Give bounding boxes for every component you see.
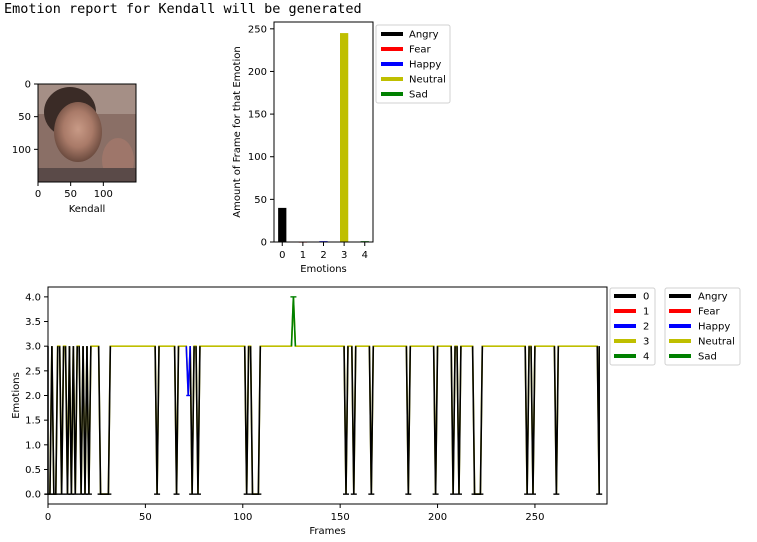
line-ylabel: Emotions <box>11 372 22 419</box>
angry-series-segment <box>47 346 53 495</box>
bar-x-tick-label: 4 <box>362 250 368 261</box>
face-image <box>37 83 137 183</box>
angry-series-segment <box>456 346 462 495</box>
angry-series-segment <box>78 346 84 495</box>
bar-y-tick-label: 150 <box>248 110 267 121</box>
angry-series-segment <box>97 346 112 495</box>
line-plot-frame <box>47 286 608 505</box>
angry-series-segment <box>405 346 412 495</box>
line-x-tick-label: 50 <box>139 512 152 523</box>
image-x-tick-label: 100 <box>94 189 113 200</box>
angry-series-segment <box>195 346 201 495</box>
angry-series-segment <box>58 346 65 495</box>
line-x-tick-label: 200 <box>428 512 447 523</box>
legend-label-angry: Angry <box>409 30 439 41</box>
emotion-legend-label: Sad <box>698 352 717 363</box>
bar-ylabel: Amount of Frame for that Emotion <box>232 46 243 217</box>
line-y-tick-label: 2.5 <box>25 366 41 377</box>
line-x-tick-label: 100 <box>233 512 252 523</box>
bar-y-tick-label: 100 <box>248 152 267 163</box>
angry-series-segment <box>596 346 601 495</box>
line-xlabel: Frames <box>309 526 345 537</box>
legend-label-neutral: Neutral <box>409 75 446 86</box>
bar-y-tick-label: 250 <box>248 24 267 35</box>
angry-series-segment <box>72 346 79 495</box>
bar-x-tick-label: 3 <box>341 250 347 261</box>
report-title: Emotion report for Kendall will be gener… <box>4 1 362 17</box>
image-xlabel: Kendall <box>69 204 106 215</box>
angry-series-segment <box>450 346 456 495</box>
angry-series-segment <box>368 346 375 495</box>
angry-series-segment <box>432 346 439 495</box>
series-legend-label: 1 <box>643 307 649 318</box>
legend-label-sad: Sad <box>409 90 428 101</box>
angry-series-segment <box>154 346 160 495</box>
line-y-tick-label: 0.5 <box>25 465 41 476</box>
image-y-tick-label: 0 <box>25 80 31 91</box>
bar-neutral <box>340 33 349 243</box>
angry-series-segment <box>530 346 536 495</box>
series-legend-label: 4 <box>643 352 649 363</box>
angry-series-segment <box>51 346 59 495</box>
angry-series-segment <box>189 346 195 495</box>
angry-series-segment <box>173 346 180 495</box>
line-y-tick-label: 1.0 <box>25 440 41 451</box>
angry-series-segment <box>82 346 88 495</box>
emotion-legend-label: Neutral <box>698 337 735 348</box>
series-legend-label: 2 <box>643 322 649 333</box>
line-y-tick-label: 0.0 <box>25 490 41 501</box>
angry-series-segment <box>64 346 71 495</box>
line-y-tick-label: 3.5 <box>25 317 41 328</box>
angry-series-segment <box>524 346 530 495</box>
line-y-tick-label: 2.0 <box>25 391 41 402</box>
bar-plot-frame <box>273 21 374 243</box>
angry-series-segment <box>68 346 75 495</box>
bar-y-tick-label: 200 <box>248 67 267 78</box>
happy-series-segment <box>185 346 191 396</box>
sad-series-segment <box>290 296 297 347</box>
bar-y-tick-label: 50 <box>254 195 267 206</box>
emotion-legend-box <box>664 287 741 366</box>
angry-series-segment <box>553 346 560 495</box>
angry-series-segment <box>351 346 357 495</box>
angry-series-segment <box>249 346 262 495</box>
emotion-legend-label: Fear <box>698 307 720 318</box>
line-x-tick-label: 250 <box>525 512 544 523</box>
legend-label-happy: Happy <box>409 60 441 71</box>
bar-x-tick-label: 1 <box>300 250 306 261</box>
angry-series-segment <box>343 346 349 495</box>
emotion-legend-label: Happy <box>698 322 730 333</box>
bar-x-tick-label: 2 <box>320 250 326 261</box>
bar-angry <box>278 207 287 242</box>
line-x-tick-label: 0 <box>45 512 51 523</box>
series-legend-label: 3 <box>643 337 649 348</box>
bar-y-tick-label: 0 <box>261 238 267 249</box>
line-y-tick-label: 1.5 <box>25 416 41 427</box>
line-y-tick-label: 3.0 <box>25 342 41 353</box>
angry-series-segment <box>243 346 250 495</box>
line-x-tick-label: 150 <box>331 512 350 523</box>
bar-x-tick-label: 0 <box>279 250 285 261</box>
image-y-tick-label: 100 <box>12 145 31 156</box>
legend-label-fear: Fear <box>409 45 431 56</box>
angry-series-segment <box>471 346 484 495</box>
image-y-tick-label: 50 <box>18 112 31 123</box>
emotion-legend-label: Angry <box>698 292 728 303</box>
neutral-series-line <box>48 296 600 495</box>
bar-xlabel: Emotions <box>300 264 347 275</box>
line-y-tick-label: 4.0 <box>25 292 41 303</box>
image-x-tick-label: 50 <box>64 189 77 200</box>
image-x-tick-label: 0 <box>35 189 41 200</box>
series-legend-label: 0 <box>643 292 649 303</box>
bar-legend-box <box>375 24 451 104</box>
angry-series-segment <box>86 346 92 495</box>
